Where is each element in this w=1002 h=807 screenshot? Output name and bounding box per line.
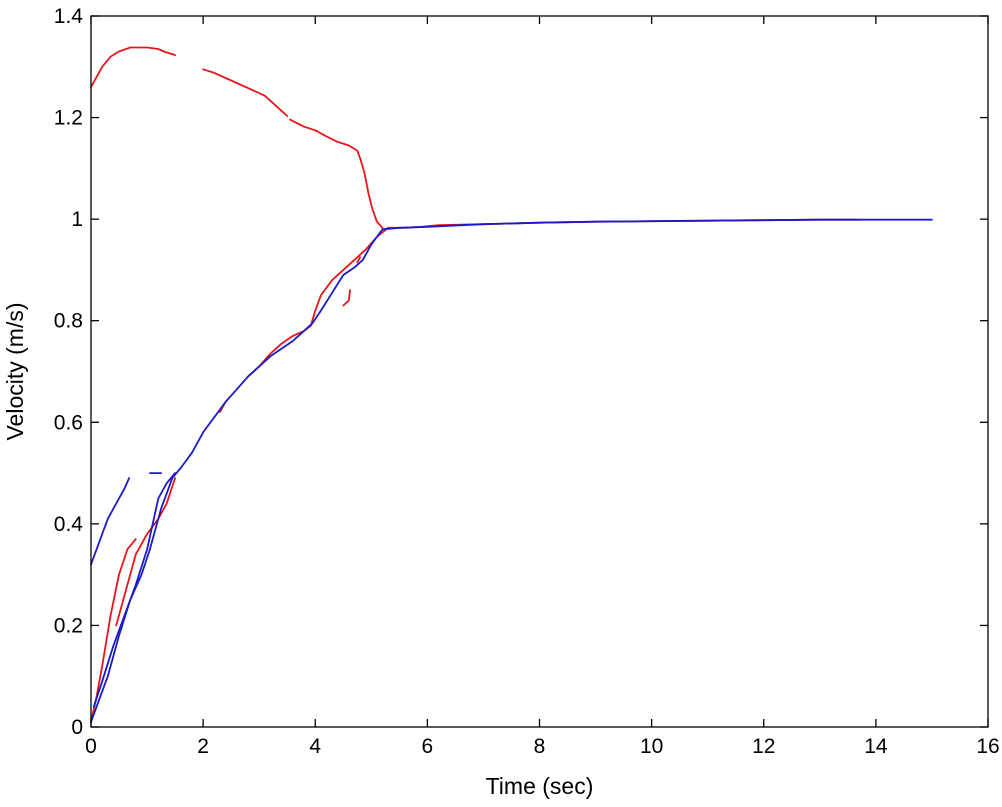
y-tick-label: 1.2 <box>54 107 83 130</box>
x-tick-label: 10 <box>640 735 663 758</box>
x-tick-label: 16 <box>976 735 999 758</box>
x-tick-label: 14 <box>864 735 888 758</box>
series-1-line <box>356 256 362 264</box>
y-tick-label: 0.4 <box>54 513 84 536</box>
series-layer <box>90 46 933 723</box>
x-tick-label: 4 <box>309 735 321 758</box>
y-tick-label: 1 <box>71 208 83 231</box>
y-axis-label: Velocity (m/s) <box>2 302 28 440</box>
x-axis-label: Time (sec) <box>486 773 594 799</box>
x-tick-label: 12 <box>752 735 775 758</box>
y-tick-label: 1.4 <box>54 5 84 28</box>
series-1-line <box>90 46 177 88</box>
series-2-line <box>92 472 177 708</box>
y-tick-label: 0.2 <box>54 614 83 637</box>
series-1-line <box>289 118 384 229</box>
y-tick-label: 0.8 <box>54 310 83 333</box>
y-tick-label: 0.6 <box>54 411 83 434</box>
series-1-line <box>202 68 289 117</box>
series-2-line <box>90 477 131 566</box>
y-tick-label: 0 <box>71 716 83 739</box>
x-tick-label: 8 <box>534 735 546 758</box>
x-tick-label: 2 <box>197 735 209 758</box>
series-1-line <box>115 477 177 627</box>
series-2 <box>90 218 933 723</box>
ticks-layer: 0 2 4 6 8 10 12 14 16 0 0.2 0.4 0.6 0.8 1 1.2 1.4 <box>54 5 1000 758</box>
x-tick-label: 0 <box>85 735 97 758</box>
series-2-line <box>90 218 933 723</box>
series-1-line <box>342 289 351 307</box>
x-tick-label: 6 <box>422 735 434 758</box>
